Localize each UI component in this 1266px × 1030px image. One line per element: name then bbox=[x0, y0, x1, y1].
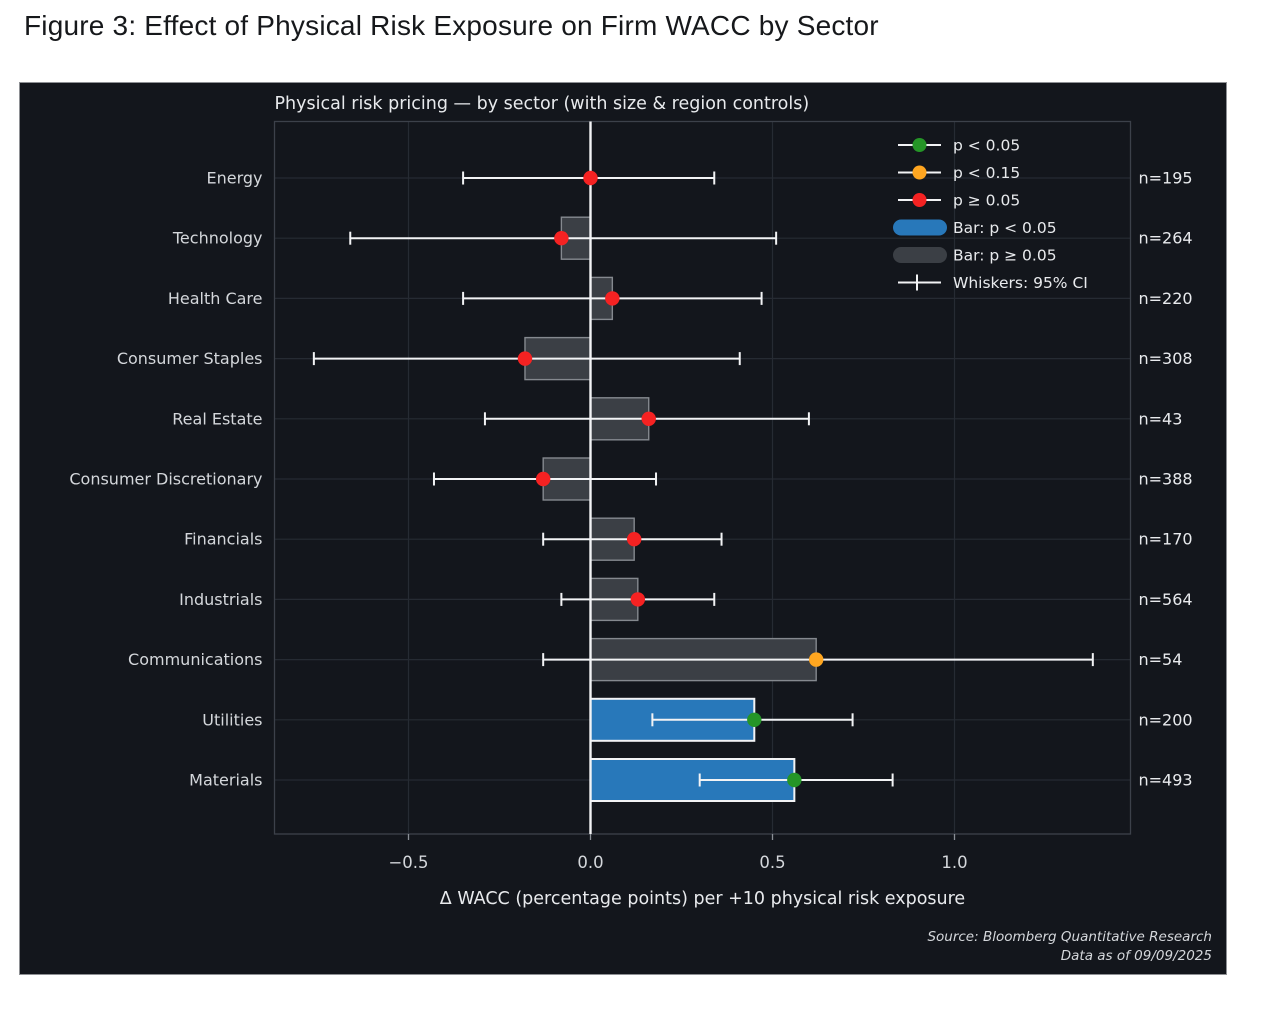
y-label-health-care: Health Care bbox=[168, 289, 263, 308]
point-energy bbox=[583, 170, 598, 186]
point-financials bbox=[626, 532, 642, 547]
source-line-1: Source: Bloomberg Quantitative Research bbox=[927, 929, 1212, 945]
x-tick-label: 0.5 bbox=[759, 853, 785, 872]
point-real-estate bbox=[641, 411, 656, 426]
n-label-financials: n=170 bbox=[1139, 530, 1193, 549]
point-consumer-staples bbox=[517, 351, 533, 366]
y-label-industrials: Industrials bbox=[179, 590, 262, 609]
legend-dot-p-0-05 bbox=[912, 193, 927, 207]
legend-label-p-0-15: p < 0.15 bbox=[953, 164, 1020, 182]
y-label-materials: Materials bbox=[189, 771, 262, 790]
n-label-real-estate: n=43 bbox=[1139, 409, 1183, 428]
y-label-technology: Technology bbox=[172, 229, 263, 248]
point-industrials bbox=[630, 592, 646, 607]
y-label-communications: Communications bbox=[128, 650, 262, 669]
point-consumer-discretionary bbox=[535, 471, 551, 487]
plot-border bbox=[273, 120, 1132, 835]
legend-label-bar-p-0-05: Bar: p ≥ 0.05 bbox=[953, 247, 1057, 265]
n-label-technology: n=264 bbox=[1139, 229, 1193, 248]
x-tick-label: 1.0 bbox=[941, 853, 967, 872]
legend-dot-p-0-05 bbox=[912, 138, 927, 152]
point-technology bbox=[554, 231, 569, 246]
y-label-utilities: Utilities bbox=[202, 710, 262, 729]
source-line-2: Data as of 09/09/2025 bbox=[1061, 948, 1212, 964]
sector-wacc-chart: Physical risk pricing — by sector (with … bbox=[69, 94, 1212, 964]
n-label-consumer-staples: n=308 bbox=[1139, 349, 1193, 368]
legend-label-bar-p-0-05: Bar: p < 0.05 bbox=[953, 219, 1057, 237]
point-health-care bbox=[605, 291, 620, 306]
legend-pill-bar-p-0-05 bbox=[893, 219, 947, 236]
n-label-industrials: n=564 bbox=[1139, 590, 1193, 609]
point-communications bbox=[808, 652, 824, 667]
y-label-energy: Energy bbox=[206, 169, 262, 188]
y-label-financials: Financials bbox=[184, 530, 262, 549]
n-label-health-care: n=220 bbox=[1139, 289, 1193, 308]
legend-dot-p-0-15 bbox=[912, 165, 927, 180]
chart-title: Physical risk pricing — by sector (with … bbox=[275, 94, 810, 114]
legend-label-whiskers-95-ci: Whiskers: 95% CI bbox=[953, 274, 1088, 292]
legend-pill-bar-p-0-05 bbox=[893, 247, 947, 263]
legend-label-p-0-05: p ≥ 0.05 bbox=[953, 192, 1020, 210]
x-axis-label: Δ WACC (percentage points) per +10 physi… bbox=[440, 889, 965, 909]
n-label-materials: n=493 bbox=[1139, 771, 1193, 790]
n-label-consumer-discretionary: n=388 bbox=[1139, 470, 1193, 489]
y-label-real-estate: Real Estate bbox=[172, 409, 262, 428]
y-label-consumer-discretionary: Consumer Discretionary bbox=[69, 470, 262, 489]
legend-label-p-0-05: p < 0.05 bbox=[953, 137, 1020, 155]
figure-title: Figure 3: Effect of Physical Risk Exposu… bbox=[24, 10, 879, 41]
point-utilities bbox=[747, 712, 762, 727]
point-materials bbox=[787, 772, 802, 788]
x-tick-label: −0.5 bbox=[388, 853, 428, 872]
y-label-consumer-staples: Consumer Staples bbox=[117, 349, 263, 368]
n-label-energy: n=195 bbox=[1139, 169, 1193, 188]
n-label-communications: n=54 bbox=[1139, 650, 1183, 669]
n-label-utilities: n=200 bbox=[1139, 710, 1193, 729]
chart-panel: Physical risk pricing — by sector (with … bbox=[19, 82, 1227, 975]
x-tick-label: 0.0 bbox=[577, 853, 603, 872]
